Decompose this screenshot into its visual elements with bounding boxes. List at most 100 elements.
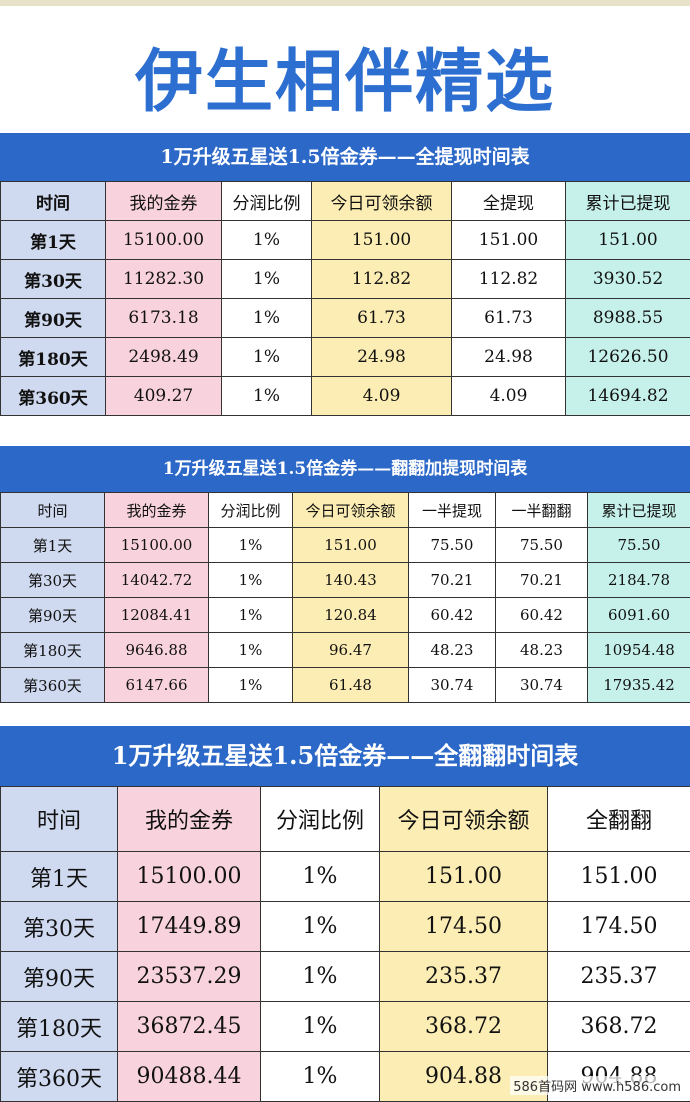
col-header: 全翻翻 [548,787,690,852]
table-cell: 151.00 [380,852,548,902]
table-cell: 17449.89 [118,902,261,952]
table-banner: 1万升级五星送1.5倍金券——全提现时间表 [0,133,690,181]
table-cell: 第1天 [1,528,105,563]
table-cell: 96.47 [293,633,409,668]
col-header: 一半翻翻 [496,493,588,528]
table-cell: 15100.00 [118,852,261,902]
table-cell: 75.50 [409,528,496,563]
site-watermark: 586首码网 www.h586.com [510,1076,684,1095]
col-header: 分润比例 [209,493,293,528]
table-cell: 409.27 [106,377,222,416]
table-row: 第30天 17449.89 1% 174.50 174.50 [1,902,690,952]
table-header-row: 时间 我的金券 分润比例 今日可领余额 全提现 累计已提现 [1,182,690,221]
table-cell: 90488.44 [118,1052,261,1102]
table-cell: 75.50 [496,528,588,563]
col-header: 分润比例 [261,787,380,852]
table-cell: 10954.48 [588,633,690,668]
schedule-table: 时间 我的金券 分润比例 今日可领余额 全提现 累计已提现 第1天 15100.… [0,181,690,416]
table-row: 第90天 12084.41 1% 120.84 60.42 60.42 6091… [1,598,690,633]
table-cell: 1% [209,563,293,598]
table-cell: 第180天 [1,1002,118,1052]
table-cell: 14042.72 [105,563,209,598]
table-cell: 9646.88 [105,633,209,668]
table-cell: 4.09 [452,377,566,416]
table-cell: 1% [209,633,293,668]
col-header: 分润比例 [222,182,312,221]
table-row: 第180天 36872.45 1% 368.72 368.72 [1,1002,690,1052]
table-cell: 6147.66 [105,668,209,703]
table-cell: 14694.82 [566,377,690,416]
table-cell: 1% [261,902,380,952]
table-cell: 61.48 [293,668,409,703]
col-header: 全提现 [452,182,566,221]
table-cell: 1% [222,221,312,260]
table-row: 第90天 23537.29 1% 235.37 235.37 [1,952,690,1002]
table-cell: 75.50 [588,528,690,563]
table-cell: 60.42 [409,598,496,633]
table-cell: 15100.00 [106,221,222,260]
table-cell: 1% [209,528,293,563]
table-cell: 36872.45 [118,1002,261,1052]
table-cell: 1% [222,338,312,377]
col-header: 累计已提现 [588,493,690,528]
table-row: 第360天 6147.66 1% 61.48 30.74 30.74 17935… [1,668,690,703]
col-header: 一半提现 [409,493,496,528]
table-cell: 120.84 [293,598,409,633]
table-cell: 第90天 [1,952,118,1002]
table-cell: 第180天 [1,338,106,377]
table-cell: 6091.60 [588,598,690,633]
col-header: 时间 [1,182,106,221]
table-cell: 70.21 [496,563,588,598]
col-header: 今日可领余额 [293,493,409,528]
table-cell: 2498.49 [106,338,222,377]
table-cell: 60.42 [496,598,588,633]
table-cell: 第360天 [1,668,105,703]
table-cell: 151.00 [548,852,690,902]
table-cell: 30.74 [496,668,588,703]
table-row: 第1天 15100.00 1% 151.00 75.50 75.50 75.50 [1,528,690,563]
table-cell: 12084.41 [105,598,209,633]
table-row: 第30天 14042.72 1% 140.43 70.21 70.21 2184… [1,563,690,598]
table-cell: 1% [222,299,312,338]
table-cell: 48.23 [409,633,496,668]
table-cell: 368.72 [548,1002,690,1052]
table-cell: 151.00 [566,221,690,260]
table-cell: 第30天 [1,260,106,299]
table-cell: 17935.42 [588,668,690,703]
table-cell: 112.82 [312,260,452,299]
table-cell: 70.21 [409,563,496,598]
table-cell: 151.00 [312,221,452,260]
table-cell: 第90天 [1,598,105,633]
table-cell: 第360天 [1,377,106,416]
table-cell: 174.50 [548,902,690,952]
schedule-table: 时间 我的金券 分润比例 今日可领余额 全翻翻 第1天 15100.00 1% … [0,786,690,1102]
table-cell: 112.82 [452,260,566,299]
col-header: 我的金券 [105,493,209,528]
table-row: 第180天 2498.49 1% 24.98 24.98 12626.50 [1,338,690,377]
table-cell: 30.74 [409,668,496,703]
table-section-full-withdraw: 1万升级五星送1.5倍金券——全提现时间表 时间 我的金券 分润比例 今日可领余… [0,133,690,416]
table-banner: 1万升级五星送1.5倍金券——全翻翻时间表 [0,726,690,786]
table-cell: 24.98 [452,338,566,377]
table-cell: 第30天 [1,563,105,598]
table-cell: 1% [261,852,380,902]
table-cell: 15100.00 [105,528,209,563]
table-cell: 4.09 [312,377,452,416]
table-cell: 1% [261,1052,380,1102]
table-cell: 第1天 [1,221,106,260]
table-cell: 1% [261,952,380,1002]
table-cell: 48.23 [496,633,588,668]
table-cell: 23537.29 [118,952,261,1002]
table-cell: 第90天 [1,299,106,338]
table-cell: 第360天 [1,1052,118,1102]
table-cell: 174.50 [380,902,548,952]
table-cell: 1% [222,260,312,299]
col-header: 我的金券 [118,787,261,852]
table-cell: 8988.55 [566,299,690,338]
col-header: 时间 [1,493,105,528]
table-cell: 61.73 [312,299,452,338]
table-header-row: 时间 我的金券 分润比例 今日可领余额 全翻翻 [1,787,690,852]
table-cell: 1% [209,668,293,703]
table-row: 第90天 6173.18 1% 61.73 61.73 8988.55 [1,299,690,338]
table-banner: 1万升级五星送1.5倍金券——翻翻加提现时间表 [0,446,690,492]
